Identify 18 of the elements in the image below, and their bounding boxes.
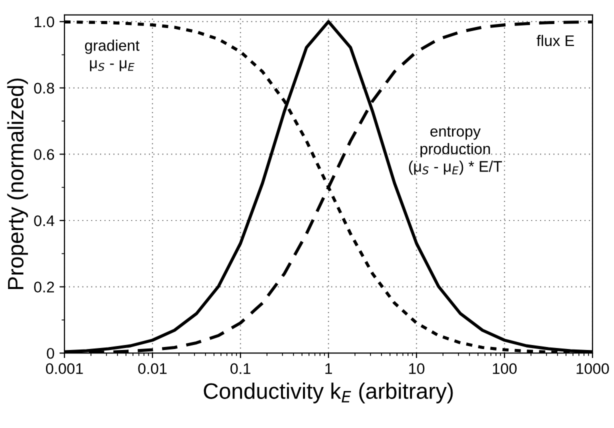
y-tick-label: 0.6 [34,149,54,160]
x-tick-label: 0.01 [138,363,167,374]
x-tick-label: 100 [492,363,517,374]
y-tick-label: 0.4 [34,215,54,226]
x-tick-label: 0.1 [230,363,250,374]
series-label: entropy production (μ$_{S}$ - μ$_{E}$) * E/T [409,126,502,175]
x-tick-label: 1000 [576,363,609,374]
x-tick-label: 10 [409,363,424,374]
y-tick-label: 0 [46,348,54,359]
x-tick-label: 0.001 [46,363,83,374]
x-axis-title: Conductivity k$_{E}$ (arbitrary) [204,382,453,404]
series-label: gradient μ$_{S}$ - μ$_{E}$ [85,40,140,72]
y-tick-label: 1.0 [34,16,54,28]
series-label: flux E [536,34,574,46]
y-axis-title: Property (normalized) [7,78,28,290]
y-tick-label: 0.8 [34,82,54,94]
y-tick-label: 0.2 [34,282,54,292]
x-tick-label: 1 [325,363,332,374]
